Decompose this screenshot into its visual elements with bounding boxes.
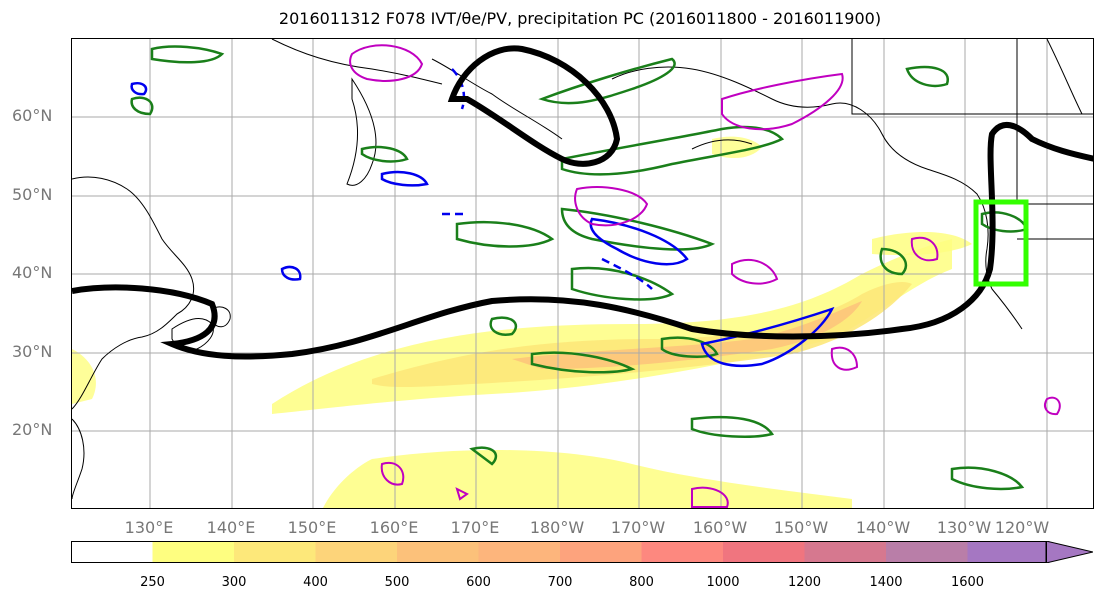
colorbar-tick-label: 1200 bbox=[787, 575, 822, 590]
colorbar-tick-label: 400 bbox=[303, 575, 328, 590]
colorbar-tick-label: 500 bbox=[384, 575, 410, 590]
plot-title: 2016011312 F078 IVT/θe/PV, precipitation… bbox=[278, 9, 882, 28]
lon-label-150w: 150°W bbox=[773, 518, 829, 537]
map-canvas bbox=[72, 39, 1093, 508]
lon-label-170w: 170°W bbox=[610, 518, 666, 537]
colorbar-tick-label: 700 bbox=[547, 575, 573, 590]
colorbar-tick-label: 1600 bbox=[950, 575, 985, 590]
map-panel bbox=[71, 38, 1094, 509]
ivt-shading bbox=[72, 136, 972, 508]
lon-label-160e: 160°E bbox=[369, 518, 419, 537]
colorbar-segment bbox=[315, 541, 398, 563]
colorbar-segment bbox=[234, 541, 316, 563]
lon-label-130e: 130°E bbox=[124, 518, 174, 537]
lat-label-20: 20°N bbox=[12, 420, 53, 439]
colorbar-segment bbox=[723, 541, 805, 563]
colorbar-segment bbox=[397, 541, 479, 563]
lon-label-160w: 160°W bbox=[692, 518, 748, 537]
colorbar-segment bbox=[804, 541, 887, 563]
precip-contours bbox=[349, 44, 1061, 508]
colorbar-segment bbox=[478, 541, 561, 563]
graticule bbox=[72, 39, 1093, 508]
colorbar-segment bbox=[886, 541, 968, 563]
pv-contours bbox=[130, 45, 1029, 491]
colorbar-outline bbox=[71, 541, 1047, 563]
lon-label-140e: 140°E bbox=[206, 518, 256, 537]
lon-label-140w: 140°W bbox=[855, 518, 911, 537]
negative-pv-contours bbox=[130, 68, 835, 368]
lat-label-30: 30°N bbox=[12, 342, 53, 361]
colorbar-segment bbox=[152, 541, 235, 563]
colorbar-segments bbox=[71, 541, 1050, 563]
focus-box bbox=[973, 199, 1029, 287]
lon-label-130w: 130°W bbox=[936, 518, 992, 537]
lon-label-120w: 120°W bbox=[994, 518, 1050, 537]
lat-label-60: 60°N bbox=[12, 106, 53, 125]
colorbar-tick-label: 300 bbox=[221, 575, 247, 590]
colorbar-tick-label: 1000 bbox=[706, 575, 740, 590]
colorbar-tick-label: 600 bbox=[466, 575, 491, 590]
theta-e-contours bbox=[72, 45, 1093, 360]
colorbar-extend-arrow bbox=[1045, 541, 1093, 563]
colorbar-tick-label: 1400 bbox=[869, 575, 903, 590]
lon-label-180w: 180°W bbox=[529, 518, 585, 537]
lat-label-50: 50°N bbox=[12, 185, 53, 204]
lon-label-170e: 170°E bbox=[450, 518, 500, 537]
lon-label-150e: 150°E bbox=[287, 518, 337, 537]
colorbar-segment bbox=[560, 541, 642, 563]
colorbar-segment bbox=[967, 541, 1050, 563]
colorbar-tick-label: 250 bbox=[140, 575, 165, 590]
lat-label-40: 40°N bbox=[12, 263, 53, 282]
colorbar bbox=[71, 541, 1093, 563]
colorbar-segment bbox=[641, 541, 724, 563]
colorbar-segment bbox=[71, 541, 153, 563]
colorbar-tick-label: 800 bbox=[629, 575, 654, 590]
